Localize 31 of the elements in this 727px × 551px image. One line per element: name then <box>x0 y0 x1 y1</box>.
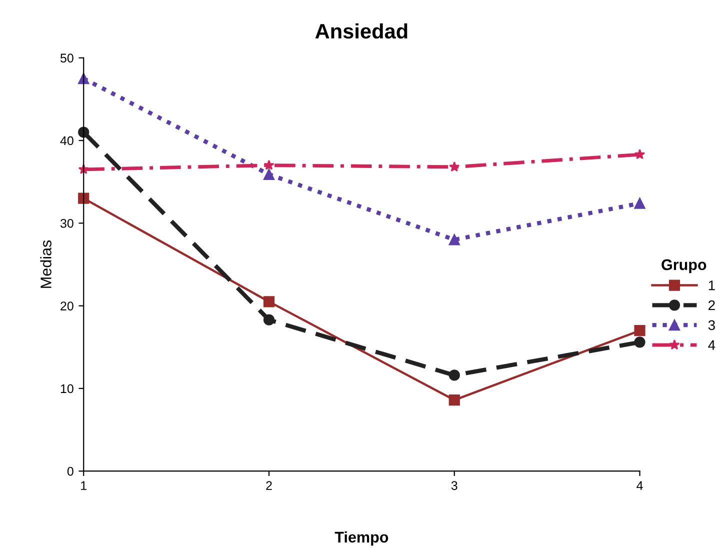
point <box>264 160 274 170</box>
legend-title: Grupo <box>662 259 706 274</box>
chart-title: Ansiedad <box>315 23 408 39</box>
point <box>78 192 90 204</box>
legend-label: 4 <box>708 340 716 350</box>
y-tick-label: 20 <box>60 302 74 310</box>
y-axis-title: Medias <box>40 240 52 288</box>
y-tick-label: 0 <box>67 466 74 476</box>
point <box>448 394 460 406</box>
point <box>634 149 646 160</box>
point <box>634 198 646 209</box>
point <box>263 168 275 180</box>
x-tick-label: 1 <box>81 481 86 490</box>
point <box>263 296 275 308</box>
point <box>448 234 460 246</box>
y-tick-label: 50 <box>60 54 74 63</box>
y-tick-label: 40 <box>60 136 74 146</box>
point <box>263 314 275 326</box>
x-axis-title: Tiempo <box>334 531 388 546</box>
point <box>634 336 646 348</box>
point <box>449 161 460 172</box>
y-tick-label: 10 <box>60 384 74 394</box>
x-tick-label: 2 <box>266 481 272 490</box>
x-tick-label: 3 <box>451 481 458 490</box>
legend-label: 2 <box>708 300 715 310</box>
legend-label: 3 <box>708 320 715 330</box>
x-tick-label: 4 <box>636 481 643 490</box>
y-tick-label: 30 <box>60 218 74 228</box>
point <box>448 370 460 381</box>
legend-label: 1 <box>708 280 715 290</box>
point <box>634 325 646 336</box>
